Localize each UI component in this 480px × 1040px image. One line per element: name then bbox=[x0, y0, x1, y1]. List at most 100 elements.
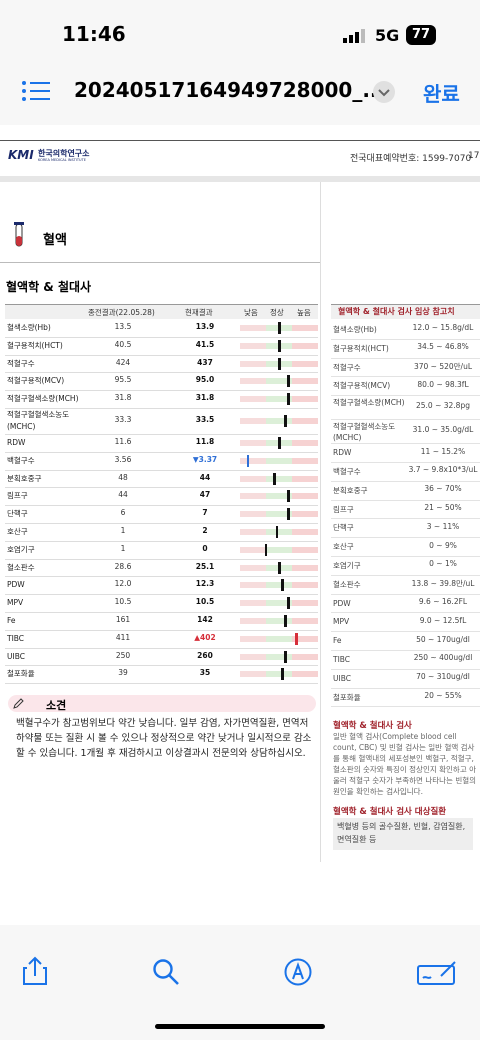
gauge-marker bbox=[287, 597, 290, 610]
ref-range: 370 ~ 520만/uL bbox=[413, 362, 473, 371]
ref-line bbox=[331, 537, 480, 539]
gauge-high bbox=[292, 600, 318, 607]
current-result: 41.5 bbox=[195, 339, 215, 349]
previous-result: 424 bbox=[115, 357, 131, 367]
ref-line bbox=[331, 480, 480, 482]
sign-button[interactable] bbox=[417, 958, 459, 986]
test-name: 철포화율 bbox=[7, 669, 35, 679]
band bbox=[0, 176, 480, 182]
ref-name: UIBC bbox=[333, 673, 351, 683]
gauge-low bbox=[240, 360, 266, 367]
current-result: 7 bbox=[202, 508, 208, 518]
gauge-low bbox=[240, 582, 266, 589]
list-button[interactable] bbox=[22, 80, 50, 102]
previous-result: 1 bbox=[120, 543, 126, 553]
ref-range: 34.5 ~ 46.8% bbox=[417, 342, 469, 352]
gauge-marker bbox=[278, 339, 281, 352]
test-name: 적혈구용적(MCV) bbox=[7, 376, 65, 386]
done-button[interactable]: 완료 bbox=[423, 82, 460, 106]
toolbar bbox=[0, 925, 480, 1040]
org-name-en: KOREA MEDICAL INSTITUTE bbox=[38, 158, 86, 162]
row-line bbox=[5, 354, 318, 356]
row-line bbox=[5, 647, 318, 649]
gauge-normal bbox=[266, 635, 292, 642]
gauge-high bbox=[292, 617, 318, 624]
gauge-marker bbox=[278, 321, 281, 334]
gauge-marker bbox=[278, 357, 281, 370]
ref-line bbox=[331, 612, 480, 614]
gauge-marker bbox=[287, 375, 290, 388]
diseases-text: 백혈병 등의 골수질환, 빈혈, 감염질환, 면역질환 등 bbox=[333, 818, 473, 850]
ref-range: 50 ~ 170ug/dl bbox=[416, 634, 470, 644]
gauge-normal bbox=[266, 378, 292, 385]
gauge-low bbox=[240, 342, 266, 349]
gauge-high bbox=[292, 418, 318, 424]
column-header: 낮음 bbox=[244, 308, 258, 317]
test-name: 혈색소량(Hb) bbox=[7, 323, 51, 332]
gauge-normal bbox=[266, 418, 292, 424]
current-result: 437 bbox=[197, 357, 213, 367]
test-name: 호염기구 bbox=[7, 544, 35, 554]
test-name: 적혈구수 bbox=[7, 358, 35, 368]
share-button[interactable] bbox=[22, 956, 48, 986]
gauge-high bbox=[292, 671, 318, 678]
test-name: 림프구 bbox=[7, 491, 28, 501]
gauge-normal bbox=[266, 396, 292, 403]
ref-range: 250 ~ 400ug/dl bbox=[413, 653, 473, 663]
rule bbox=[0, 140, 480, 141]
ref-name: Fe bbox=[333, 636, 342, 646]
current-result: 260 bbox=[197, 650, 213, 660]
ref-name: 혈소판수 bbox=[333, 579, 361, 589]
row-line bbox=[5, 336, 318, 338]
page-number: 17 bbox=[468, 151, 480, 161]
gauge-high bbox=[292, 564, 318, 571]
current-result: 44 bbox=[199, 472, 211, 482]
test-name: PDW bbox=[7, 580, 25, 590]
gauge-marker bbox=[295, 632, 298, 645]
gauge-low bbox=[240, 600, 266, 607]
ref-range: 9.0 ~ 12.5fL bbox=[419, 615, 467, 625]
comment-title: 소견 bbox=[46, 699, 67, 712]
gauge-low bbox=[240, 418, 266, 424]
ref-line bbox=[331, 593, 480, 595]
diseases-title: 혈액학 & 철대사 검사 대상질환 bbox=[333, 807, 447, 817]
gauge-high bbox=[292, 635, 318, 642]
ref-range: 3.7 ~ 9.8x10*3/uL bbox=[408, 465, 478, 475]
ref-line bbox=[331, 419, 480, 421]
test-name: 적혈구혈혈색소농도(MCHC) bbox=[7, 410, 70, 431]
ref-line bbox=[331, 499, 480, 501]
row-line bbox=[5, 523, 318, 524]
gauge-low bbox=[240, 396, 266, 403]
previous-result: 31.8 bbox=[114, 393, 132, 403]
gauge-high bbox=[292, 342, 318, 349]
pencil-icon bbox=[13, 698, 24, 709]
ref-range: 36 ~ 70% bbox=[424, 484, 462, 494]
previous-result: 95.5 bbox=[114, 375, 132, 385]
ref-range: 31.0 ~ 35.0g/dL bbox=[412, 425, 474, 435]
ref-line bbox=[331, 357, 480, 359]
gauge-marker bbox=[278, 561, 281, 574]
gauge-marker bbox=[273, 472, 276, 485]
battery: 77 bbox=[406, 25, 436, 45]
test-name: 백혈구수 bbox=[7, 455, 35, 465]
test-name: 혈구용적치(HCT) bbox=[7, 340, 63, 350]
title-menu[interactable] bbox=[373, 81, 395, 103]
gauge-marker bbox=[287, 393, 290, 406]
gauge-marker bbox=[264, 543, 268, 556]
current-result: 2 bbox=[202, 525, 208, 535]
row-line bbox=[5, 505, 318, 507]
markup-button[interactable] bbox=[284, 958, 312, 986]
previous-result: 3.56 bbox=[114, 454, 132, 464]
ref-name: 혈구용적치(HCT) bbox=[333, 343, 389, 353]
test-name: TIBC bbox=[7, 633, 25, 643]
search-button[interactable] bbox=[152, 958, 180, 986]
gauge-marker bbox=[278, 436, 281, 449]
ref-line bbox=[331, 631, 480, 633]
gauge-normal bbox=[266, 528, 292, 535]
gauge-low bbox=[240, 528, 266, 535]
home-indicator bbox=[155, 1024, 325, 1029]
gauge-normal bbox=[266, 457, 292, 464]
column-header: 높음 bbox=[297, 308, 311, 317]
previous-result: 250 bbox=[115, 650, 131, 660]
gauge-low bbox=[240, 324, 266, 331]
